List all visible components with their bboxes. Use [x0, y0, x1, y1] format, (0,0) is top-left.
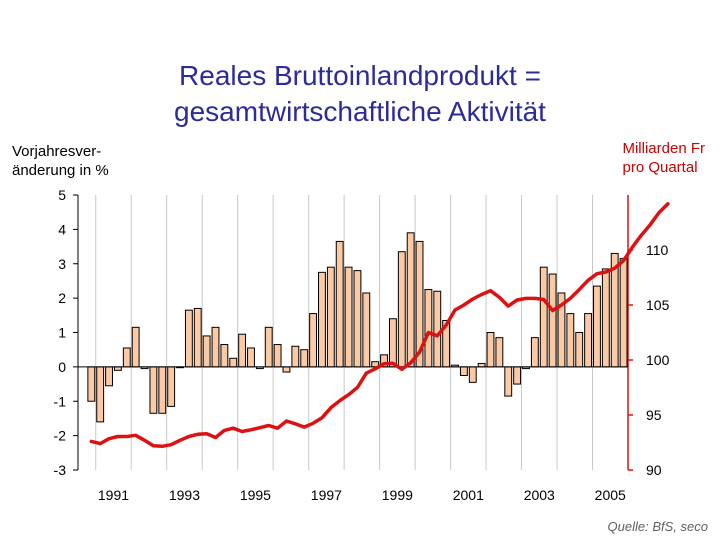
bar: [264, 326, 273, 368]
bar: [548, 273, 557, 368]
right-tick-label: 105: [646, 297, 670, 313]
bar: [424, 289, 433, 368]
bar: [105, 366, 113, 387]
bar: [584, 313, 593, 368]
left-tick-label: 2: [58, 290, 66, 306]
bar: [486, 332, 495, 368]
bar: [326, 266, 335, 368]
bar: [353, 270, 362, 368]
bar: [513, 366, 522, 385]
bar: [539, 266, 548, 368]
bar: [477, 362, 486, 368]
x-tick-label: 1993: [169, 487, 200, 503]
chart-title-line2: gesamtwirtschaftliche Aktivität: [174, 96, 546, 127]
left-tick-label: 0: [58, 359, 66, 375]
left-tick-label: -3: [54, 462, 67, 478]
bar: [113, 366, 122, 371]
bar: [593, 285, 601, 368]
bar: [335, 240, 344, 368]
bar: [149, 366, 158, 414]
x-tick-label: 1991: [98, 487, 129, 503]
bar: [247, 347, 255, 368]
bar: [211, 326, 220, 368]
bar: [273, 344, 282, 368]
right-tick-label: 100: [646, 352, 670, 368]
bar: [158, 366, 167, 414]
bar: [468, 366, 477, 383]
bar: [291, 345, 300, 368]
chart-title: Reales Bruttoinlandprodukt = gesamtwirts…: [0, 58, 720, 130]
bar: [220, 344, 229, 368]
bar: [229, 357, 238, 368]
left-tick-label: 1: [58, 325, 66, 341]
x-tick-label: 1995: [240, 487, 271, 503]
chart-title-line1: Reales Bruttoinlandprodukt =: [179, 60, 541, 91]
bar: [433, 290, 442, 368]
left-tick-label: 5: [58, 187, 66, 203]
x-tick-label: 1999: [382, 487, 413, 503]
bar: [530, 337, 539, 368]
left-tick-label: -1: [54, 393, 67, 409]
bar: [282, 366, 291, 373]
bar: [122, 347, 131, 368]
bar: [167, 366, 176, 407]
bar: [309, 313, 318, 368]
bar: [575, 332, 584, 368]
bar: [459, 366, 468, 376]
bar: [388, 318, 397, 368]
right-axis-label: Milliarden Fr pro Quartal: [622, 140, 705, 176]
left-tick-label: -2: [54, 428, 67, 444]
bar: [344, 266, 353, 368]
bar: [184, 309, 193, 368]
left-tick-label: 3: [58, 256, 66, 272]
bar: [131, 326, 140, 368]
bar: [96, 366, 105, 423]
bar: [238, 333, 247, 368]
bar: [504, 366, 513, 397]
bar: [495, 337, 504, 368]
bar: [318, 271, 326, 368]
left-tick-label: 4: [58, 221, 66, 237]
right-tick-label: 90: [646, 462, 662, 478]
bar: [300, 349, 309, 368]
bar: [202, 335, 211, 368]
right-tick-label: 110: [646, 242, 669, 258]
bar: [566, 313, 575, 368]
right-tick-label: 95: [646, 407, 662, 423]
source-note: Quelle: BfS, seco: [607, 519, 708, 534]
bar: [87, 366, 96, 402]
left-axis-label: Vorjahresver-änderung in %: [12, 143, 109, 179]
gdp-level-line: [89, 202, 670, 449]
bar: [362, 292, 371, 368]
bar: [619, 258, 628, 368]
x-tick-label: 2001: [453, 487, 484, 503]
x-tick-label: 1997: [311, 487, 342, 503]
x-tick-label: 2005: [595, 487, 626, 503]
bar: [397, 251, 406, 368]
x-tick-label: 2003: [524, 487, 555, 503]
bar: [193, 307, 202, 368]
bar: [406, 232, 415, 368]
bar: [601, 268, 610, 368]
